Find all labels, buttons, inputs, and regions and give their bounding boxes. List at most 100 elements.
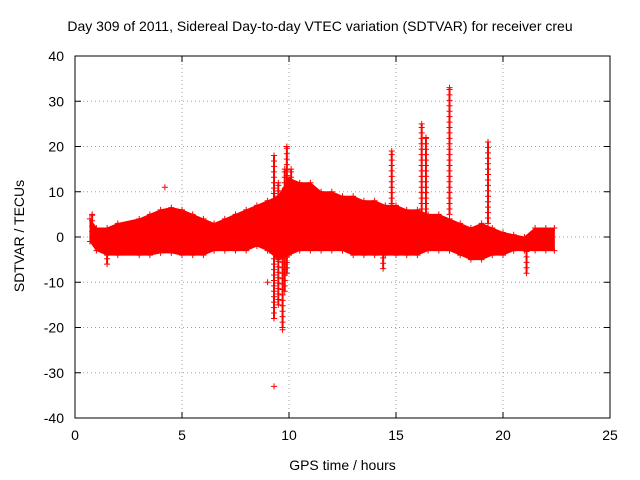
data-point: [414, 252, 421, 259]
data-point: [485, 198, 492, 205]
data-point: [478, 220, 485, 227]
data-point: [446, 173, 453, 180]
data-point: [388, 167, 395, 174]
data-point: [489, 224, 496, 231]
data-point: [446, 102, 453, 109]
x-tick-label: 20: [495, 427, 511, 443]
data-point: [157, 249, 164, 256]
data-point: [478, 256, 485, 263]
x-tick-label: 10: [281, 427, 297, 443]
data-point: [523, 270, 530, 277]
data-point: [446, 97, 453, 104]
data-point: [271, 223, 278, 230]
data-point: [446, 124, 453, 131]
data-point: [275, 214, 282, 221]
data-point: [279, 313, 286, 320]
data-point: [89, 234, 96, 240]
data-point: [200, 252, 207, 259]
data-point: [281, 288, 288, 295]
data-point: [266, 247, 273, 254]
data-point: [296, 247, 303, 254]
data-point: [283, 188, 290, 195]
data-point: [275, 285, 282, 292]
data-point: [281, 277, 288, 284]
data-point: [485, 182, 492, 189]
data-point: [485, 193, 492, 200]
data-point: [446, 184, 453, 191]
data-point: [271, 383, 278, 390]
data-point: [446, 247, 453, 254]
data-point: [271, 152, 278, 159]
data-point: [422, 178, 429, 185]
data-point: [388, 195, 395, 202]
data-point: [393, 202, 399, 209]
data-point: [179, 206, 185, 213]
data-point: [422, 211, 429, 218]
data-point: [271, 212, 278, 219]
data-point: [422, 162, 429, 169]
data-point: [485, 166, 492, 173]
data-point: [446, 91, 453, 98]
data-point: [446, 200, 453, 207]
data-point: [275, 231, 282, 238]
data-point: [350, 193, 357, 200]
data-point: [232, 247, 239, 254]
data-point: [403, 206, 410, 213]
data-point: [485, 187, 492, 194]
data-point: [275, 296, 282, 303]
data-point: [200, 215, 207, 222]
data-point: [93, 247, 100, 254]
data-point: [189, 252, 196, 259]
data-point: [271, 157, 278, 164]
data-point: [393, 252, 399, 259]
data-point: [457, 252, 464, 259]
y-tick-label: 30: [48, 93, 64, 109]
data-point: [271, 228, 278, 235]
data-point: [425, 247, 432, 254]
data-point: [485, 155, 492, 162]
data-point: [510, 231, 517, 238]
data-point: [281, 282, 288, 289]
data-point: [388, 189, 395, 196]
data-point: [485, 149, 492, 156]
data-point: [388, 205, 395, 212]
data-point: [288, 195, 295, 202]
data-point: [288, 201, 295, 208]
data-point: [446, 140, 453, 147]
data-point: [403, 252, 410, 259]
data-point: [114, 252, 121, 259]
data-point: [283, 199, 290, 206]
data-point: [380, 243, 387, 250]
data-point: [271, 288, 278, 295]
data-point: [485, 204, 492, 211]
data-point: [275, 220, 282, 227]
y-tick-label: 0: [56, 229, 64, 245]
data-point: [271, 244, 278, 251]
y-axis-label: SDTVAR / TECUs: [11, 179, 27, 293]
data-point: [382, 202, 389, 209]
data-point: [264, 197, 271, 204]
data-point: [275, 204, 282, 211]
data-point: [360, 197, 367, 204]
data-point: [271, 239, 278, 246]
data-point: [446, 205, 453, 212]
data-point: [485, 138, 492, 145]
data-point: [288, 228, 295, 235]
data-point: [318, 247, 325, 254]
data-point: [275, 291, 282, 298]
data-point: [104, 239, 111, 246]
data-point: [89, 223, 96, 230]
data-point: [318, 188, 325, 195]
data-point: [271, 201, 278, 208]
data-point: [435, 211, 442, 218]
data-point: [551, 224, 558, 231]
data-point: [296, 179, 303, 186]
data-point: [467, 256, 474, 263]
data-point: [271, 195, 278, 202]
data-point: [380, 260, 387, 267]
data-point: [275, 187, 282, 194]
data-point: [446, 211, 453, 218]
data-point: [422, 195, 429, 202]
data-point: [350, 252, 357, 259]
data-point: [422, 173, 429, 180]
